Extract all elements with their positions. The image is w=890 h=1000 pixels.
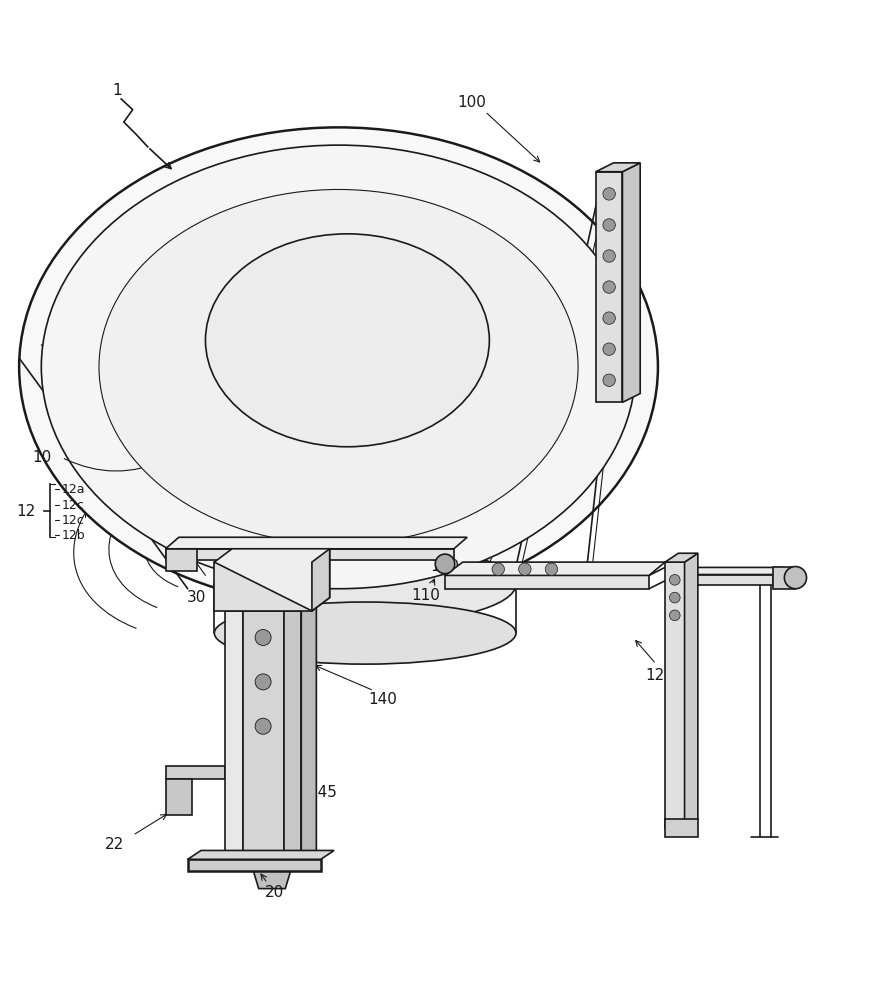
- Polygon shape: [241, 788, 303, 859]
- Ellipse shape: [214, 602, 516, 664]
- Polygon shape: [250, 859, 295, 889]
- Polygon shape: [214, 549, 329, 611]
- Ellipse shape: [19, 127, 658, 606]
- Circle shape: [519, 563, 531, 575]
- Text: 110: 110: [411, 588, 440, 603]
- Polygon shape: [284, 611, 302, 859]
- Polygon shape: [665, 562, 684, 828]
- Text: 145: 145: [308, 785, 337, 800]
- Ellipse shape: [99, 189, 578, 544]
- Polygon shape: [595, 163, 640, 172]
- Polygon shape: [166, 549, 197, 571]
- Polygon shape: [595, 172, 622, 402]
- Polygon shape: [302, 602, 316, 859]
- Circle shape: [255, 674, 271, 690]
- Polygon shape: [773, 567, 796, 589]
- Text: 100: 100: [457, 95, 486, 110]
- Polygon shape: [684, 567, 782, 575]
- Polygon shape: [684, 553, 698, 828]
- Polygon shape: [243, 611, 284, 859]
- Polygon shape: [684, 575, 773, 585]
- Circle shape: [669, 575, 680, 585]
- Text: 140: 140: [368, 692, 397, 707]
- Polygon shape: [665, 819, 698, 837]
- Circle shape: [603, 312, 615, 324]
- Text: 12c: 12c: [61, 499, 85, 512]
- Polygon shape: [166, 766, 225, 779]
- Polygon shape: [225, 611, 243, 859]
- Text: 30: 30: [187, 590, 206, 605]
- Text: 22: 22: [105, 837, 125, 852]
- Polygon shape: [445, 562, 665, 575]
- Polygon shape: [166, 549, 454, 560]
- Circle shape: [603, 188, 615, 200]
- Polygon shape: [665, 553, 698, 562]
- Text: 20: 20: [265, 885, 284, 900]
- Ellipse shape: [214, 544, 516, 624]
- Circle shape: [255, 630, 271, 646]
- Text: 130: 130: [431, 559, 459, 574]
- Circle shape: [669, 592, 680, 603]
- Circle shape: [435, 554, 455, 574]
- Text: 12b: 12b: [61, 529, 85, 542]
- Circle shape: [669, 610, 680, 621]
- Text: 12a: 12a: [61, 483, 85, 496]
- Polygon shape: [188, 859, 320, 871]
- Polygon shape: [188, 850, 334, 859]
- Text: 1: 1: [112, 83, 122, 98]
- Polygon shape: [166, 779, 192, 815]
- Text: 10: 10: [33, 450, 52, 465]
- Polygon shape: [622, 163, 640, 402]
- Circle shape: [603, 343, 615, 355]
- Ellipse shape: [206, 234, 490, 447]
- Text: 120: 120: [645, 668, 674, 683]
- Circle shape: [603, 219, 615, 231]
- Circle shape: [603, 250, 615, 262]
- Text: 12c': 12c': [61, 514, 88, 527]
- Circle shape: [255, 718, 271, 734]
- Text: 12: 12: [17, 504, 36, 519]
- Circle shape: [603, 374, 615, 386]
- Circle shape: [546, 563, 558, 575]
- Polygon shape: [312, 549, 329, 611]
- Circle shape: [603, 281, 615, 293]
- Ellipse shape: [41, 145, 635, 589]
- Polygon shape: [166, 537, 467, 549]
- Polygon shape: [445, 575, 649, 589]
- Polygon shape: [214, 562, 312, 611]
- Circle shape: [492, 563, 505, 575]
- Ellipse shape: [784, 567, 806, 589]
